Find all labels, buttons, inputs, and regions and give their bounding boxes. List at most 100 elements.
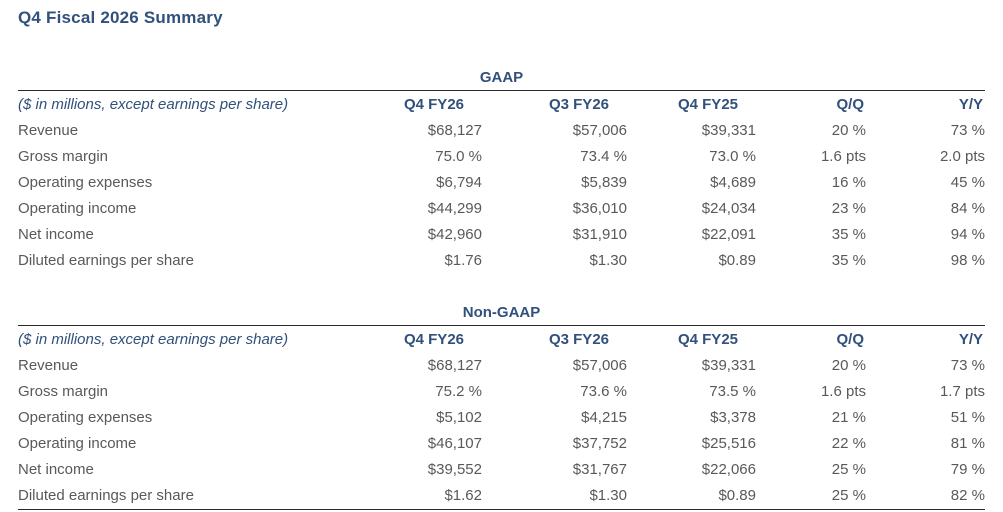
cell-value: $5,839 bbox=[581, 174, 627, 191]
cell-value: $31,767 bbox=[572, 461, 627, 478]
cell-value: $0.89 bbox=[718, 252, 756, 269]
row-label: Diluted earnings per share bbox=[18, 487, 194, 504]
cell-value: $39,552 bbox=[427, 461, 482, 478]
row-label: Revenue bbox=[18, 122, 79, 139]
cell-value: $44,299 bbox=[427, 200, 482, 217]
column-header: Q4 FY26 bbox=[403, 96, 464, 113]
column-header: Q4 FY25 bbox=[677, 96, 738, 113]
cell-value: 75.2 % bbox=[435, 383, 482, 400]
cell-value: 79 % bbox=[950, 461, 985, 478]
row-label: Net income bbox=[18, 461, 94, 478]
cell-value: $22,066 bbox=[701, 461, 756, 478]
cell-value: 21 % bbox=[831, 409, 866, 426]
row-label: Diluted earnings per share bbox=[18, 252, 194, 269]
table-row: Operating income $44,299 $36,010 $24,034 23 … bbox=[18, 196, 985, 222]
column-header: Q4 FY26 bbox=[403, 331, 464, 348]
cell-value: $1.30 bbox=[589, 487, 627, 504]
cell-value: $6,794 bbox=[436, 174, 482, 191]
cell-value: 73.5 % bbox=[709, 383, 756, 400]
row-label: Net income bbox=[18, 226, 94, 243]
cell-value: 16 % bbox=[831, 174, 866, 191]
cell-value: 73.6 % bbox=[580, 383, 627, 400]
row-label: Operating expenses bbox=[18, 174, 153, 191]
row-label: Gross margin bbox=[18, 383, 109, 400]
column-header: Q/Q bbox=[836, 331, 864, 348]
table-row: Gross margin 75.0 % 73.4 % 73.0 % 1.6 pts 2.0… bbox=[18, 144, 985, 170]
row-label: Operating income bbox=[18, 435, 137, 452]
row-label: Gross margin bbox=[18, 148, 109, 165]
cell-value: $3,378 bbox=[710, 409, 756, 426]
cell-value: 25 % bbox=[831, 461, 866, 478]
cell-value: $1.30 bbox=[589, 252, 627, 269]
row-label: Operating expenses bbox=[18, 409, 153, 426]
column-header: Q3 FY26 bbox=[548, 96, 609, 113]
column-header: Q3 FY26 bbox=[548, 331, 609, 348]
cell-value: 23 % bbox=[831, 200, 866, 217]
cell-value: $24,034 bbox=[701, 200, 756, 217]
cell-value: $39,331 bbox=[701, 122, 756, 139]
cell-value: 51 % bbox=[950, 409, 985, 426]
section-heading: GAAP bbox=[479, 69, 524, 86]
cell-value: $1.76 bbox=[444, 252, 482, 269]
section-heading: Non-GAAP bbox=[462, 304, 541, 321]
table-row: Revenue $68,127 $57,006 $39,331 20 % 73 % bbox=[18, 118, 985, 144]
table-row: Net income $39,552 $31,767 $22,066 25 % 79 % bbox=[18, 457, 985, 483]
cell-value: 73.0 % bbox=[709, 148, 756, 165]
page-title: Q4 Fiscal 2026 Summary bbox=[18, 8, 223, 27]
cell-value: $31,910 bbox=[572, 226, 627, 243]
cell-value: 1.7 pts bbox=[939, 383, 985, 400]
cell-value: $25,516 bbox=[701, 435, 756, 452]
cell-value: 2.0 pts bbox=[939, 148, 985, 165]
table-row: Diluted earnings per share $1.62 $1.30 $0.8… bbox=[18, 483, 985, 510]
cell-value: 35 % bbox=[831, 226, 866, 243]
cell-value: $4,215 bbox=[581, 409, 627, 426]
cell-value: $57,006 bbox=[572, 122, 627, 139]
table-row: Operating expenses $5,102 $4,215 $3,378 21 %… bbox=[18, 405, 985, 431]
table-header-row: ($ in millions, except earnings per shar… bbox=[18, 326, 985, 354]
cell-value: 35 % bbox=[831, 252, 866, 269]
cell-value: 22 % bbox=[831, 435, 866, 452]
cell-value: 20 % bbox=[831, 122, 866, 139]
table-row: Revenue $68,127 $57,006 $39,331 20 % 73 % bbox=[18, 353, 985, 379]
table-row: Net income $42,960 $31,910 $22,091 35 % 94 % bbox=[18, 222, 985, 248]
cell-value: 73 % bbox=[950, 357, 985, 374]
summary-table: ($ in millions, except earnings per shar… bbox=[18, 90, 985, 274]
cell-value: $1.62 bbox=[444, 487, 482, 504]
cell-value: $42,960 bbox=[427, 226, 482, 243]
row-label: Operating income bbox=[18, 200, 137, 217]
cell-value: $37,752 bbox=[572, 435, 627, 452]
cell-value: 98 % bbox=[950, 252, 985, 269]
column-header: Q/Q bbox=[836, 96, 864, 113]
cell-value: 94 % bbox=[950, 226, 985, 243]
cell-value: $4,689 bbox=[710, 174, 756, 191]
table-row: Operating income $46,107 $37,752 $25,516 22 … bbox=[18, 431, 985, 457]
cell-value: $5,102 bbox=[436, 409, 482, 426]
cell-value: 1.6 pts bbox=[820, 148, 866, 165]
summary-table: ($ in millions, except earnings per shar… bbox=[18, 325, 985, 510]
cell-value: 81 % bbox=[950, 435, 985, 452]
cell-value: 25 % bbox=[831, 487, 866, 504]
cell-value: 73 % bbox=[950, 122, 985, 139]
cell-value: 73.4 % bbox=[580, 148, 627, 165]
column-header: Y/Y bbox=[958, 331, 983, 348]
summary-section: GAAP ($ in millions, except earnings per… bbox=[18, 69, 985, 274]
column-header: Y/Y bbox=[958, 96, 983, 113]
cell-value: $0.89 bbox=[718, 487, 756, 504]
table-row: Gross margin 75.2 % 73.6 % 73.5 % 1.6 pts 1.7… bbox=[18, 379, 985, 405]
row-label: Revenue bbox=[18, 357, 79, 374]
cell-value: $57,006 bbox=[572, 357, 627, 374]
table-header-row: ($ in millions, except earnings per shar… bbox=[18, 91, 985, 119]
cell-value: $46,107 bbox=[427, 435, 482, 452]
cell-value: 20 % bbox=[831, 357, 866, 374]
cell-value: 45 % bbox=[950, 174, 985, 191]
cell-value: $68,127 bbox=[427, 122, 482, 139]
cell-value: 75.0 % bbox=[435, 148, 482, 165]
cell-value: 84 % bbox=[950, 200, 985, 217]
cell-value: 82 % bbox=[950, 487, 985, 504]
column-header: Q4 FY25 bbox=[677, 331, 738, 348]
cell-value: $39,331 bbox=[701, 357, 756, 374]
cell-value: $68,127 bbox=[427, 357, 482, 374]
table-note: ($ in millions, except earnings per shar… bbox=[18, 96, 289, 113]
cell-value: 1.6 pts bbox=[820, 383, 866, 400]
